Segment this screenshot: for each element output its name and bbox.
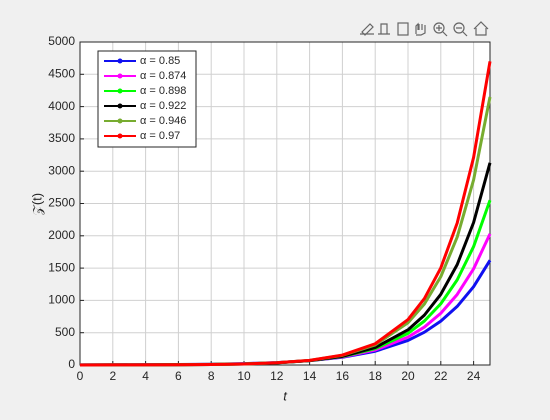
y-tick-label: 3500 bbox=[48, 131, 75, 145]
y-tick-label: 500 bbox=[55, 325, 75, 339]
legend-marker bbox=[117, 58, 123, 64]
toolbar[interactable] bbox=[360, 21, 489, 37]
series-line bbox=[79, 61, 492, 367]
y-tick-label: 4500 bbox=[48, 66, 75, 80]
x-tick-label: 16 bbox=[336, 369, 350, 383]
legend-box bbox=[97, 50, 197, 148]
legend-label: α = 0.85 bbox=[140, 55, 180, 67]
x-tick-label: 12 bbox=[270, 369, 284, 383]
x-tick-label: 14 bbox=[303, 369, 317, 383]
toolbar-icon[interactable] bbox=[433, 22, 445, 34]
toolbar-icon[interactable] bbox=[453, 22, 465, 34]
y-axis-label: 𝒵(t) bbox=[29, 193, 44, 215]
legend-label: α = 0.97 bbox=[140, 130, 180, 142]
x-tick-label: 22 bbox=[434, 369, 448, 383]
toolbar-icon[interactable] bbox=[378, 23, 390, 35]
y-tick-label: 1000 bbox=[48, 293, 75, 307]
legend-label: α = 0.898 bbox=[140, 85, 186, 97]
legend-label: α = 0.946 bbox=[140, 115, 186, 127]
x-tick-label: 8 bbox=[208, 369, 215, 383]
legend-marker bbox=[117, 118, 123, 124]
y-tick-label: 5000 bbox=[48, 34, 75, 48]
y-tick-label: 2000 bbox=[48, 228, 75, 242]
toolbar-icon[interactable] bbox=[397, 22, 409, 36]
legend-label: α = 0.874 bbox=[140, 70, 186, 82]
x-axis-label: t bbox=[283, 388, 288, 403]
y-tick-label: 4000 bbox=[48, 99, 75, 113]
x-tick-label: 18 bbox=[369, 369, 383, 383]
legend-marker bbox=[117, 133, 123, 139]
x-tick-label: 24 bbox=[467, 369, 481, 383]
legend-marker bbox=[117, 103, 123, 109]
x-tick-label: 4 bbox=[142, 369, 149, 383]
y-tick-label: 2500 bbox=[48, 196, 75, 210]
y-tick-label: 0 bbox=[68, 357, 75, 371]
toolbar-icon[interactable] bbox=[360, 23, 374, 36]
y-tick-label: 1500 bbox=[48, 260, 75, 274]
toolbar-icon[interactable] bbox=[473, 21, 489, 36]
x-tick-label: 2 bbox=[109, 369, 116, 383]
x-tick-label: 20 bbox=[401, 369, 415, 383]
legend-marker bbox=[117, 88, 123, 94]
x-tick-label: 10 bbox=[237, 369, 251, 383]
x-tick-label: 6 bbox=[175, 369, 182, 383]
x-tick-label: 0 bbox=[77, 369, 84, 383]
legend-label: α = 0.922 bbox=[140, 100, 186, 112]
legend: α = 0.85 α = 0.874 α = 0.898 α = 0.922 α = 0… bbox=[97, 50, 197, 148]
y-tick-label: 3000 bbox=[48, 163, 75, 177]
toolbar-icon[interactable] bbox=[415, 22, 426, 36]
legend-marker bbox=[117, 73, 123, 79]
